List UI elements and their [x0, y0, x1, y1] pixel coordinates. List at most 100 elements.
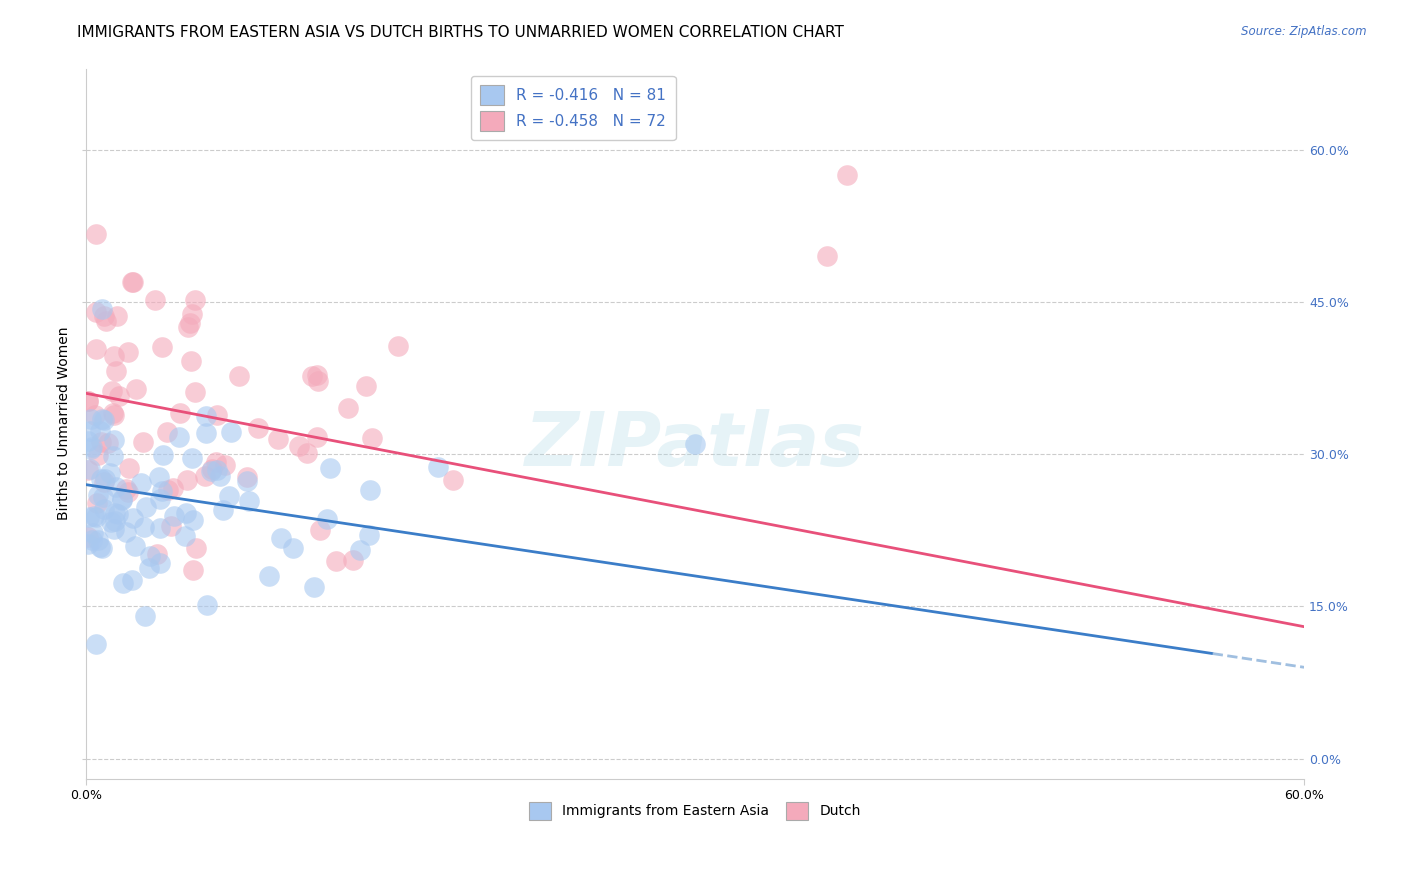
Point [76, 434, 98, 448]
Point [110, 493, 132, 508]
Point [815, 249, 838, 263]
Point [90, 472, 112, 486]
Point [186, 541, 208, 556]
Point [309, 523, 332, 537]
Point [87, 448, 110, 462]
Point [218, 489, 240, 503]
Point [86, 496, 108, 510]
Text: Source: ZipAtlas.com: Source: ZipAtlas.com [1241, 25, 1367, 38]
Point [104, 514, 127, 528]
Point [150, 483, 173, 498]
Point [105, 364, 128, 378]
Point [302, 580, 325, 594]
Point [97, 436, 120, 450]
Point [93, 475, 115, 489]
Point [103, 408, 125, 422]
Point [267, 432, 290, 446]
Point [160, 519, 183, 533]
Point [205, 455, 228, 469]
Point [100, 515, 122, 529]
Point [121, 275, 143, 289]
Point [319, 460, 342, 475]
Point [238, 494, 260, 508]
Point [84, 342, 107, 356]
Point [125, 382, 148, 396]
Text: ZIPatlas: ZIPatlas [524, 409, 865, 482]
Point [104, 506, 127, 520]
Point [91, 541, 114, 556]
Point [150, 340, 173, 354]
Point [359, 483, 381, 498]
Point [100, 384, 122, 398]
Point [349, 543, 371, 558]
Point [176, 473, 198, 487]
Point [84, 227, 107, 241]
Point [103, 434, 125, 448]
Point [101, 449, 124, 463]
Point [205, 408, 228, 422]
Point [149, 492, 172, 507]
Point [426, 459, 449, 474]
Point [76, 462, 98, 476]
Point [361, 431, 384, 445]
Point [200, 464, 222, 478]
Point [138, 561, 160, 575]
Point [111, 492, 134, 507]
Point [117, 345, 139, 359]
Point [98, 466, 121, 480]
Point [169, 406, 191, 420]
Point [212, 502, 235, 516]
Point [148, 470, 170, 484]
Point [201, 461, 224, 475]
Point [194, 469, 217, 483]
Point [354, 379, 377, 393]
Point [174, 529, 197, 543]
Point [228, 368, 250, 383]
Point [114, 525, 136, 540]
Point [247, 421, 270, 435]
Point [134, 609, 156, 624]
Point [80, 533, 103, 548]
Point [156, 483, 179, 498]
Point [84, 305, 107, 319]
Point [103, 405, 125, 419]
Point [94, 314, 117, 328]
Point [181, 513, 204, 527]
Point [236, 474, 259, 488]
Point [145, 547, 167, 561]
Point [337, 401, 360, 415]
Point [124, 539, 146, 553]
Point [149, 521, 172, 535]
Point [118, 460, 141, 475]
Point [295, 446, 318, 460]
Point [307, 374, 329, 388]
Point [288, 439, 311, 453]
Point [155, 425, 177, 439]
Point [105, 480, 128, 494]
Point [111, 576, 134, 591]
Point [76, 393, 98, 408]
Point [174, 506, 197, 520]
Point [76, 537, 98, 551]
Point [107, 507, 129, 521]
Text: IMMIGRANTS FROM EASTERN ASIA VS DUTCH BIRTHS TO UNMARRIED WOMEN CORRELATION CHAR: IMMIGRANTS FROM EASTERN ASIA VS DUTCH BI… [77, 25, 844, 40]
Point [149, 556, 172, 570]
Point [114, 482, 136, 496]
Point [180, 451, 202, 466]
Point [325, 554, 347, 568]
Point [79, 424, 101, 438]
Point [135, 500, 157, 514]
Point [77, 510, 100, 524]
Point [93, 502, 115, 516]
Point [108, 388, 131, 402]
Point [93, 490, 115, 504]
Point [163, 509, 186, 524]
Point [87, 533, 110, 547]
Point [301, 368, 323, 383]
Point [89, 424, 111, 438]
Point [169, 430, 191, 444]
Legend: Immigrants from Eastern Asia, Dutch: Immigrants from Eastern Asia, Dutch [523, 797, 866, 825]
Point [235, 470, 257, 484]
Point [143, 293, 166, 307]
Point [194, 409, 217, 424]
